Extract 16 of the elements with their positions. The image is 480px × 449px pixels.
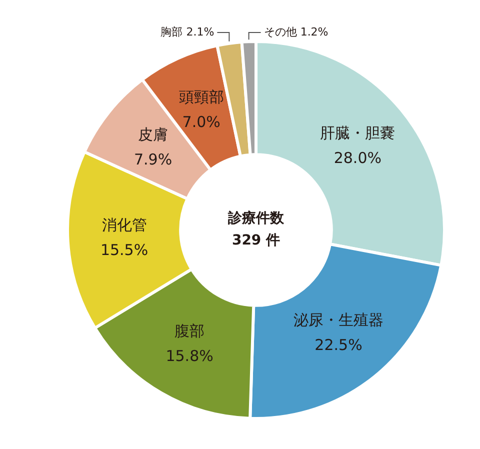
data-label: 7.9%: [134, 150, 172, 168]
data-label: 22.5%: [314, 336, 362, 354]
slice-label: 腹部: [174, 322, 205, 340]
data-label: 7.0%: [182, 112, 220, 131]
slice-label: 頭頸部: [178, 88, 224, 106]
text: 329 件: [232, 232, 280, 249]
slice-label: 皮膚: [138, 125, 168, 144]
slice-label: 消化管: [102, 216, 147, 234]
slice-label: 泌尿・生殖器: [294, 310, 384, 329]
data-label: 15.5%: [100, 240, 148, 259]
text: 診療件数: [227, 210, 285, 227]
slice-label: 肝臓・胆嚢: [320, 124, 396, 142]
data-label: 28.0%: [334, 148, 382, 167]
data-label: 15.8%: [166, 346, 214, 365]
slice-label: 胸部 2.1%: [160, 25, 214, 38]
slice-label: その他 1.2%: [264, 25, 328, 38]
